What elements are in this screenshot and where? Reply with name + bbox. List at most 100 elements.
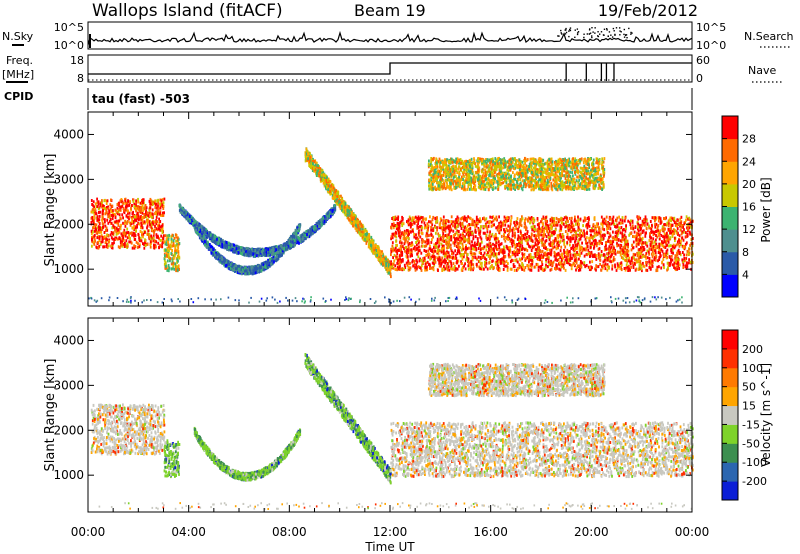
scatter-cell [274,256,277,260]
scatter-cell [170,267,173,271]
scatter-cell [582,224,584,228]
noise-search-point [561,33,563,35]
scatter-cell [599,262,601,266]
scatter-cell [141,233,143,237]
scatter-cell [124,224,127,228]
scatter-cell [117,210,120,214]
scatter-cell [145,215,148,219]
scatter-cell [107,244,110,248]
scatter-cell [135,206,137,210]
noise-right-label: N.Search [744,30,794,43]
freq-panel-frame [87,54,693,83]
scatter-cell [151,228,154,232]
scatter-cell [167,269,170,273]
noise-search-point [576,33,579,36]
scatter-cell [161,202,164,206]
scatter-cell [142,235,144,239]
scatter-cell [144,204,147,208]
scatter-cell [102,225,104,229]
scatter-cell [97,207,100,211]
scatter-cell [104,207,106,211]
scatter-cell [120,198,123,201]
scatter-cell [145,206,148,210]
scatter-cell [98,239,101,243]
scatter-cell [280,244,282,247]
scatter-cell [150,200,153,204]
scatter-cell [146,224,149,228]
scatter-cell [611,267,614,271]
scatter-cell [275,258,277,262]
noise-trace [87,27,693,48]
noise-search-point [586,33,589,35]
scatter-cell [333,194,335,198]
scatter-cell [138,239,141,243]
scatter-cell [107,212,109,216]
scatter-cell [164,262,167,265]
scatter-cell [351,211,353,215]
scatter-cell [174,233,177,237]
scatter-cell [105,226,108,230]
scatter-cell [107,215,110,219]
scatter-cell [129,200,132,204]
scatter-cell [268,257,271,261]
scatter-cell [91,203,93,206]
scatter-cell [135,218,137,222]
scatter-cell [100,240,103,244]
scatter-cell [210,251,213,255]
scatter-cell [137,214,140,218]
scatter-cell [157,204,159,208]
scatter-cell [329,190,331,194]
scatter-cell [161,198,164,202]
scatter-cell [141,219,144,223]
scatter-cell [384,257,387,261]
scatter-cell [92,200,95,204]
scatter-cell [107,221,110,225]
scatter-cell [110,198,112,202]
scatter-cell [143,216,145,219]
scatter-cell [96,205,99,209]
scatter-cell [134,226,137,230]
scatter-cell [111,244,114,248]
scatter-cell [139,206,142,210]
scatter-cell [314,163,317,167]
scatter-cell [123,238,125,242]
scatter-cell [212,247,215,251]
scatter-cell [245,269,248,273]
noise-search-point [614,33,616,36]
scatter-cell [172,244,175,248]
scatter-cell [172,266,175,270]
scatter-cell [301,237,304,241]
scatter-cell [322,178,324,181]
scatter-cell [107,234,110,238]
scatter-cell [102,223,105,226]
scatter-cell [225,258,228,262]
scatter-cell [258,270,260,274]
freq-left-tick-top: 18 [70,54,84,67]
scatter-cell [92,230,94,234]
scatter-cell [125,214,128,218]
scatter-cell [252,248,255,252]
scatter-cell [171,257,174,261]
scatter-cell [364,228,367,232]
noise-search-point [565,27,567,30]
scatter-cell [175,239,177,243]
scatter-cell [138,222,141,226]
scatter-cell [217,257,220,261]
scatter-cell [129,240,132,244]
scatter-cell [208,243,211,246]
scatter-cell [156,224,159,228]
scatter-cell [141,211,144,215]
scatter-cell [106,238,109,242]
noise-search-point [574,36,576,39]
scatter-cell [232,263,234,267]
scatter-cell [214,253,216,257]
scatter-cell [159,238,162,242]
scatter-cell [545,235,548,239]
scatter-cell [140,205,143,209]
scatter-cell [164,263,167,267]
scatter-cell [155,233,158,237]
scatter-cell [199,236,201,240]
scatter-cell [141,226,144,230]
scatter-cell [358,231,361,235]
